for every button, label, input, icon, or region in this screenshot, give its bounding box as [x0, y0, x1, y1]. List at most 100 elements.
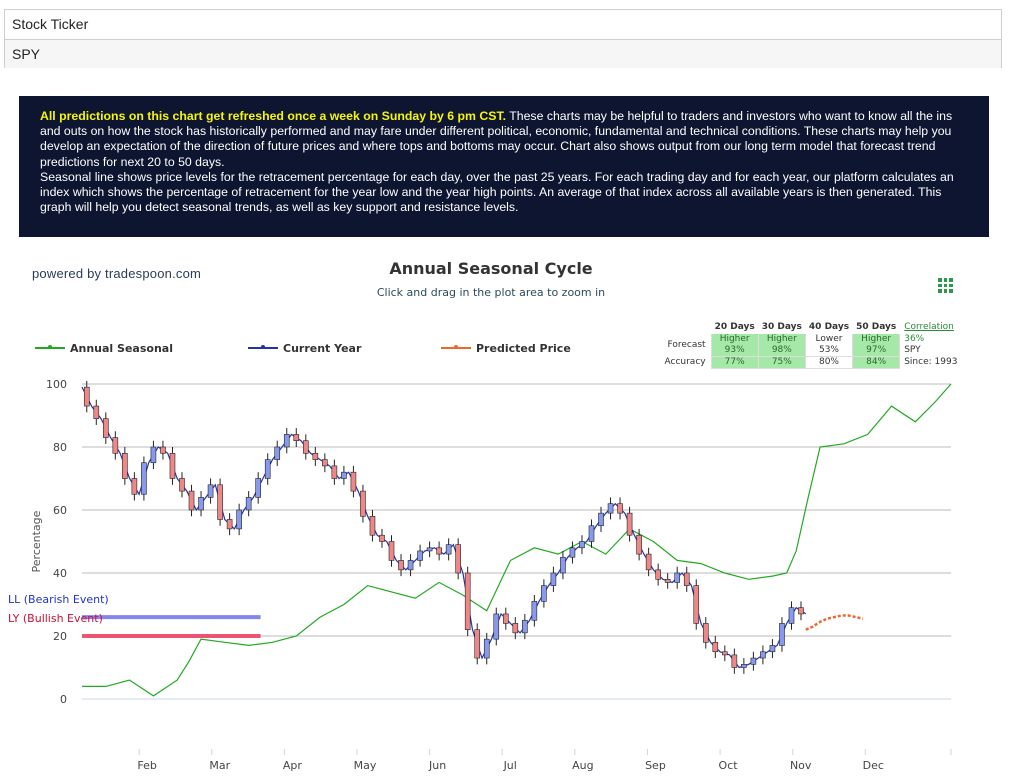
forecast-cell-30: Higher 98% [757, 333, 806, 357]
chart-plot-area[interactable]: 0 20 40 60 80 100 Percentage Feb Mar Apr May Jun Jul… [0, 370, 1010, 776]
x-tick-label-Nov: Nov [790, 759, 812, 772]
candle-up [407, 560, 414, 571]
legend-swatch-current [248, 345, 278, 349]
predicted-price-line [805, 614, 864, 631]
candle-up [150, 446, 157, 464]
forecast-cell-20: Higher 93% [710, 333, 759, 357]
chart-menu-icon[interactable] [938, 278, 953, 293]
candle-up [531, 601, 538, 621]
ticker-value[interactable]: SPY [5, 39, 1001, 68]
legend-swatch-seasonal [35, 345, 65, 349]
candle-down [217, 484, 223, 520]
candle-down [645, 553, 652, 571]
candle-down [617, 503, 623, 514]
x-tick-label-May: May [354, 759, 377, 772]
x-tick-label-Sep: Sep [645, 759, 666, 772]
candle-up [769, 645, 776, 653]
candle-down [83, 386, 90, 407]
candle-up [245, 497, 252, 511]
fc-header-50: 50 Days [852, 320, 901, 334]
correlation-value: 36% [904, 334, 925, 344]
candle-up [445, 544, 452, 555]
candle-down [474, 629, 481, 659]
legend-swatch-predicted [441, 345, 471, 349]
candle-down [683, 572, 690, 586]
candle-up [198, 497, 204, 511]
candle-up [598, 512, 604, 527]
candle-up [264, 459, 271, 479]
candle-down [626, 512, 633, 536]
y-axis-title: Percentage [30, 510, 43, 572]
candle-down [379, 534, 385, 542]
candle-down [322, 459, 328, 467]
x-tick-label-Aug: Aug [572, 759, 593, 772]
candle-down [188, 490, 195, 511]
candle-down [360, 490, 366, 517]
candle-up [750, 657, 757, 665]
candle-up [417, 550, 423, 561]
candle-down [502, 613, 509, 624]
candle-down [331, 465, 338, 479]
since-label: Since: 1993 [904, 357, 958, 367]
x-tick-label-Apr: Apr [283, 759, 303, 772]
forecast-cell-50: Higher 97% [852, 333, 901, 357]
candle-down [160, 446, 166, 454]
candle-up [341, 471, 347, 479]
candle-up [522, 619, 528, 634]
candle-up [674, 572, 681, 583]
candle-down [398, 560, 404, 571]
legend-predicted-price[interactable]: Predicted Price [441, 341, 571, 355]
y-tick-label-0: 0 [60, 693, 67, 706]
chart-title: Annual Seasonal Cycle [389, 259, 593, 278]
x-tick-label-Feb: Feb [137, 759, 156, 772]
candle-up [788, 607, 795, 624]
x-tick-label-Jul: Jul [503, 759, 517, 772]
candle-up [207, 484, 214, 498]
legend-current-year[interactable]: Current Year [248, 341, 361, 355]
candle-up [426, 547, 433, 552]
legend-label-predicted: Predicted Price [476, 341, 571, 355]
candle-down [712, 641, 719, 653]
y-tick-label-20: 20 [53, 630, 67, 643]
candle-down [302, 440, 309, 454]
candle-down [512, 623, 519, 634]
forecast-row-label: Forecast [667, 339, 706, 350]
candle-down [464, 572, 471, 631]
candle-up [569, 547, 576, 558]
candle-down [702, 623, 709, 643]
candle-up [607, 503, 614, 514]
candle-down [312, 453, 319, 460]
candle-down [350, 471, 357, 492]
x-tick-label-Dec: Dec [863, 759, 884, 772]
candle-down [436, 547, 442, 555]
candle-up [483, 638, 490, 659]
candle-up [741, 664, 747, 668]
legend-label-seasonal: Annual Seasonal [70, 341, 173, 355]
candle-down [388, 541, 395, 561]
legend-annual-seasonal[interactable]: Annual Seasonal [35, 341, 173, 355]
candle-up [588, 525, 595, 542]
candle-up [541, 585, 547, 602]
candle-down [103, 418, 109, 438]
accuracy-cell-20: 77% [710, 356, 759, 369]
x-tick-label-Oct: Oct [719, 759, 739, 772]
candle-up [236, 509, 242, 530]
candle-up [779, 623, 785, 646]
notice-highlight: All predictions on this chart get refres… [40, 109, 507, 123]
accuracy-cell-50: 84% [852, 356, 901, 369]
correlation-link[interactable]: Correlation [904, 321, 954, 332]
accuracy-row-label: Accuracy [664, 357, 706, 367]
powered-by: powered by tradespoon.com [32, 266, 202, 281]
candle-down [636, 534, 642, 555]
accuracy-cell-40: 80% [804, 356, 854, 369]
ticker-box: Stock Ticker SPY [4, 9, 1002, 68]
candle-up [274, 446, 281, 460]
candle-down [226, 519, 233, 530]
fc-header-20: 20 Days [710, 320, 759, 334]
candle-up [579, 541, 585, 549]
candle-up [283, 434, 290, 448]
candle-down [179, 478, 185, 492]
candle-down [122, 453, 128, 479]
y-tick-label-100: 100 [46, 378, 67, 391]
fc-header-30: 30 Days [757, 320, 806, 334]
